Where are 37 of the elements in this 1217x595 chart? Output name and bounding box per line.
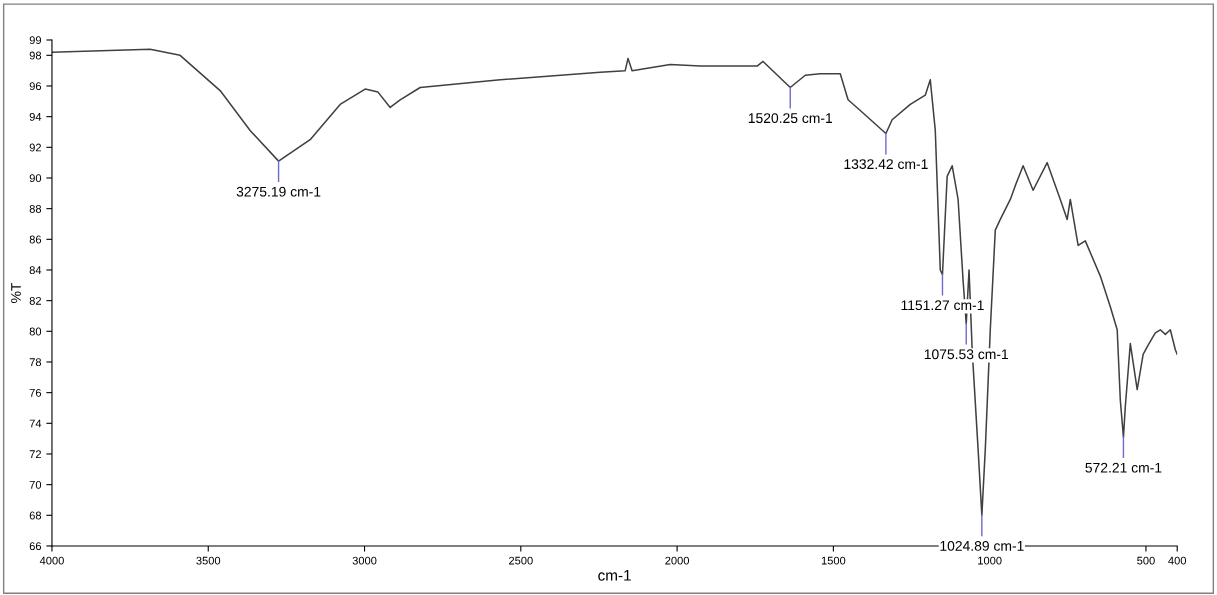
y-tick-label: 98 xyxy=(29,51,42,60)
y-tick-label: 94 xyxy=(29,112,42,121)
y-tick-label: 74 xyxy=(29,419,42,428)
x-tick-label: 2000 xyxy=(665,556,690,565)
y-tick-label: 78 xyxy=(29,358,42,367)
y-tick-label: 96 xyxy=(29,82,42,91)
y-tick-label: 70 xyxy=(29,480,42,489)
y-tick-label: 80 xyxy=(29,327,42,336)
x-axis-title: cm-1 xyxy=(598,570,631,581)
x-tick-label: 400 xyxy=(1168,556,1187,565)
y-tick-label: 92 xyxy=(29,143,41,152)
annotation: 572.21 cm-1 xyxy=(1085,462,1162,473)
y-tick-label: 88 xyxy=(29,204,42,213)
y-tick-label: 86 xyxy=(29,235,42,244)
x-tick-label: 4000 xyxy=(39,556,64,565)
y-tick-label: 66 xyxy=(29,542,42,551)
annotation: 1075.53 cm-1 xyxy=(924,349,1009,360)
y-tick-label: 68 xyxy=(29,511,42,520)
x-tick-label: 1000 xyxy=(978,556,1002,565)
x-tick-label: 3500 xyxy=(196,556,221,565)
annotation: 3275.19 cm-1 xyxy=(236,186,321,197)
x-tick-label: 500 xyxy=(1137,556,1155,565)
y-tick-label: 82 xyxy=(29,296,41,305)
y-axis-title: %T xyxy=(11,282,21,303)
y-tick-label: 90 xyxy=(29,174,42,183)
x-tick-label: 1500 xyxy=(821,556,846,565)
y-tick-label: 99 xyxy=(29,36,42,45)
annotation: 1151.27 cm-1 xyxy=(901,300,984,311)
y-tick-label: 72 xyxy=(29,450,41,458)
annotation: 1520.25 cm-1 xyxy=(748,113,833,124)
line-series xyxy=(51,48,1178,517)
y-tick-label: 76 xyxy=(29,388,42,397)
annotation: 1024.89 cm-1 xyxy=(940,540,1024,551)
annotation: 1332.42 cm-1 xyxy=(844,159,928,170)
x-tick-label: 2500 xyxy=(509,556,533,565)
x-tick-label: 3000 xyxy=(352,556,377,565)
y-tick-label: 84 xyxy=(29,266,42,275)
